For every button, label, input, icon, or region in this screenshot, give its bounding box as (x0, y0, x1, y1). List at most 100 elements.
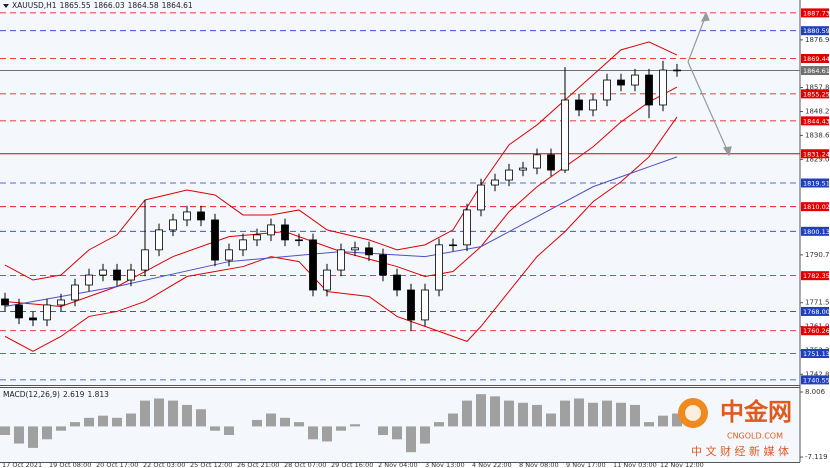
level-label: 1887.73 (803, 9, 830, 17)
level-label-box (801, 53, 829, 63)
level-label: 1831.24 (803, 150, 830, 158)
macd-bar (392, 426, 402, 440)
macd-bar (70, 422, 80, 427)
macd-bar (56, 426, 66, 431)
level-label-box (801, 271, 829, 281)
candle-body (267, 224, 275, 236)
y-tick-label: 1838.60 (805, 131, 830, 139)
macd-bar (574, 398, 584, 427)
candle-body (407, 289, 415, 321)
arrow-head (722, 146, 732, 157)
y-tick-label: 1771.50 (805, 299, 830, 307)
arrow-up (687, 14, 707, 63)
level-label: 1768.00 (803, 308, 830, 316)
menu-icon (3, 4, 9, 8)
arrow-head (700, 11, 710, 22)
macd-bar (406, 426, 416, 453)
macd-bar (420, 426, 430, 444)
candle-body (71, 284, 79, 301)
level-label: 1751.13 (803, 350, 830, 358)
level-label-box (801, 326, 829, 336)
level-label: 1800.13 (803, 228, 830, 236)
macd-bar (462, 400, 472, 427)
macd-bar (112, 417, 122, 427)
candle-body (659, 69, 667, 106)
macd-header: MACD(12,26,9) 2.619 1.813 (3, 390, 112, 399)
x-tick-label: 17 Oct 2021 (2, 461, 42, 468)
candle-body (85, 274, 93, 286)
level-label: 1864.61 (803, 67, 830, 75)
header-value: 1866.03 (93, 1, 125, 10)
y-tick-label: 1857.80 (805, 84, 830, 92)
candle-body (57, 299, 65, 306)
macd-bar (28, 426, 38, 448)
logo-inner (685, 405, 701, 421)
macd-bar (294, 422, 304, 427)
macd-bar (168, 400, 178, 427)
candle-body (295, 239, 303, 242)
macd-bar (224, 426, 234, 436)
macd-bar (182, 404, 192, 427)
candle-body (323, 269, 331, 291)
candle-body (603, 79, 611, 101)
candle-body (29, 317, 37, 321)
x-tick-label: 26 Oct 21:00 (237, 461, 279, 468)
candle-body (365, 247, 373, 256)
candle-body (239, 239, 247, 251)
x-tick-label: 19 Oct 08:00 (49, 461, 91, 468)
y-tick-label: 1829.00 (805, 155, 830, 163)
candle-body (477, 184, 485, 211)
x-tick-label: 29 Oct 16:00 (331, 461, 373, 468)
level-label: 1782.35 (803, 272, 830, 280)
candle-body (155, 229, 163, 251)
projection-arrows (687, 11, 732, 157)
candle-body (169, 219, 177, 231)
macd-bar (378, 426, 388, 436)
macd-bar (84, 417, 94, 427)
candle-body (15, 304, 23, 319)
level-label: 1869.44 (803, 55, 830, 63)
candle-body (99, 269, 107, 276)
level-label-box (801, 226, 829, 236)
header-value: 1865.55 (59, 1, 91, 10)
band-line (4, 156, 678, 307)
x-tick-label: 12 Nov 12:00 (660, 461, 704, 468)
macd-bar (308, 426, 318, 440)
macd-bar (560, 400, 570, 427)
candle-body (351, 247, 359, 251)
level-label: 1740.55 (803, 376, 830, 384)
y-tick-label: 8.006 (805, 388, 826, 396)
level-label-box (801, 8, 829, 18)
x-tick-label: 11 Nov 03:00 (613, 461, 657, 468)
candle-body (491, 179, 499, 186)
level-label-box (801, 116, 829, 126)
arrow-down (687, 61, 729, 153)
watermark-tagline: 中 文 财 经 新 媒 体 (691, 444, 789, 458)
macd-bar (532, 404, 542, 427)
macd-bar (504, 400, 514, 427)
candle-body (393, 274, 401, 291)
candle-body (253, 234, 261, 241)
symbol: XAUUSD,H1 (12, 1, 57, 10)
candle-body (575, 99, 583, 111)
x-tick-label: 8 Nov 08:00 (519, 461, 559, 468)
candle-body (379, 254, 387, 276)
candle-body (183, 211, 191, 221)
macd-bar (546, 413, 556, 427)
header-value: 2.619 (62, 390, 85, 399)
level-label-box (801, 26, 829, 36)
macd-bar (616, 402, 626, 427)
header-value: 1864.58 (127, 1, 159, 10)
x-tick-label: 20 Oct 17:00 (96, 461, 138, 468)
level-label: 1760.26 (803, 327, 830, 335)
macd-bar (434, 422, 444, 427)
candle-body (519, 167, 527, 171)
y-tick-label: 1876.90 (805, 36, 830, 44)
x-tick-label: 22 Oct 03:00 (143, 461, 185, 468)
level-label: 1819.51 (803, 179, 830, 187)
macd-bar (350, 424, 360, 427)
level-label-box (801, 375, 829, 385)
candle-body (449, 244, 457, 247)
macd-bar (266, 413, 276, 427)
macd-bar (14, 426, 24, 444)
